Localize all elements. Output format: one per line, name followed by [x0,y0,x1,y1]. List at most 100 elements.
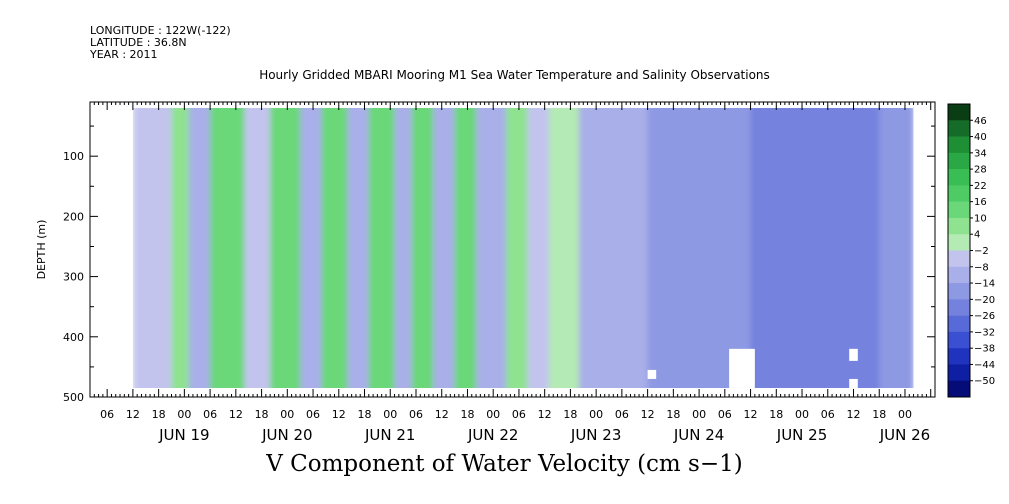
chart-title: Hourly Gridded MBARI Mooring M1 Sea Wate… [259,68,770,82]
missing-data-cell [849,378,858,388]
colorbar-label: −8 [974,262,989,273]
x-hour-label: 00 [486,408,500,421]
colorbar-label: −38 [974,344,995,355]
colorbar-label: 16 [974,197,987,208]
colorbar-label: 28 [974,165,987,176]
x-hour-label: 12 [744,408,758,421]
y-axis: 100 200 300 400 500 DEPTH (m) [35,125,935,404]
x-hour-label: 06 [306,408,320,421]
colorbar-swatch [948,120,970,137]
colorbar-swatch [948,299,970,316]
x-day-label: JUN 25 [776,426,827,444]
colorbar-label: −14 [974,279,995,290]
y-axis-label: DEPTH (m) [35,220,48,280]
x-hour-label: 18 [460,408,474,421]
plot-border [89,101,936,398]
velocity-band [527,108,550,388]
x-day-label: JUN 23 [570,426,621,444]
velocity-band [476,108,507,388]
velocity-band [647,108,752,388]
variable-caption: V Component of Water Velocity (cm s−1) [266,451,743,477]
x-hour-label: 00 [280,408,294,421]
colorbar-label: 46 [974,116,987,127]
colorbar-swatch [948,364,970,382]
velocity-band [750,108,880,388]
missing-data-cell [647,369,657,379]
colorbar-swatch [948,266,970,284]
colorbar: 46 40 34 28 22 16 10 4 −2 −8 −14 −20 −26 −32 −38 −44 −50 [947,103,995,398]
velocity-band [879,108,914,388]
missing-data-cell [729,348,755,388]
missing-data-cell [849,348,858,361]
colorbar-swatch [948,136,970,154]
x-hour-label: 12 [332,408,346,421]
x-hour-label: 06 [100,408,114,421]
x-hour-label: 18 [666,408,680,421]
colorbar-swatch [948,152,970,170]
longitude-label: LONGITUDE : 122W(-122) [90,24,231,37]
velocity-band [270,108,301,388]
x-hour-label: 18 [769,408,783,421]
velocity-band [433,108,456,388]
year-label: YEAR : 2011 [90,48,158,61]
y-tick-label: 500 [63,391,84,404]
velocity-band [368,108,396,388]
heatmap-field [132,108,914,388]
velocity-band [454,108,477,388]
x-axis: 06 12 18 00 06 12 18 00 06 12 18 00 06 12 18 00 06 12 18 00… [93,102,932,444]
velocity-band [210,108,245,388]
x-hour-label: 06 [615,408,629,421]
x-hour-label: 00 [383,408,397,421]
velocity-band [578,108,649,388]
x-hour-label: 00 [589,408,603,421]
velocity-band [506,108,529,388]
colorbar-label: 10 [974,213,987,224]
colorbar-label: −50 [974,376,995,387]
x-hour-label: 18 [563,408,577,421]
colorbar-swatch [948,104,970,121]
x-day-label: JUN 20 [261,426,312,444]
colorbar-label: 34 [974,148,987,159]
velocity-band [321,108,348,388]
x-hour-label: 06 [409,408,423,421]
x-hour-label: 06 [821,408,835,421]
velocity-band [347,108,370,388]
colorbar-swatch [948,315,970,333]
x-hour-label: 00 [177,408,191,421]
velocity-band [244,108,271,388]
y-tick-label: 300 [63,271,84,284]
y-tick-label: 200 [63,210,84,223]
x-hour-label: 18 [872,408,886,421]
colorbar-label: −32 [974,327,995,338]
x-hour-label: 12 [435,408,449,421]
colorbar-swatch [948,348,970,365]
velocity-band [411,108,434,388]
x-hour-label: 18 [358,408,372,421]
y-tick-label: 100 [63,150,84,163]
colorbar-label: 4 [974,230,980,241]
colorbar-swatch [948,217,970,235]
x-hour-label: 00 [692,408,706,421]
x-hour-label: 12 [229,408,243,421]
x-hour-label: 12 [126,408,140,421]
colorbar-swatch [948,185,970,202]
colorbar-swatch [948,283,970,300]
x-day-label: JUN 21 [364,426,415,444]
colorbar-label: 22 [974,181,987,192]
x-day-label: JUN 26 [879,426,930,444]
x-hour-label: 12 [538,408,552,421]
x-hour-label: 06 [718,408,732,421]
x-day-label: JUN 24 [673,426,724,444]
y-tick-label: 400 [63,331,84,344]
missing-data-areas [647,348,858,388]
x-hour-label: 00 [898,408,912,421]
plot-frame [89,101,936,398]
colorbar-label: −26 [974,311,995,322]
x-hour-label: 06 [203,408,217,421]
colorbar-swatch [948,380,970,398]
colorbar-swatch [948,169,970,186]
colorbar-label: −44 [974,360,995,371]
colorbar-swatch [948,331,970,349]
velocity-bands [132,108,914,388]
